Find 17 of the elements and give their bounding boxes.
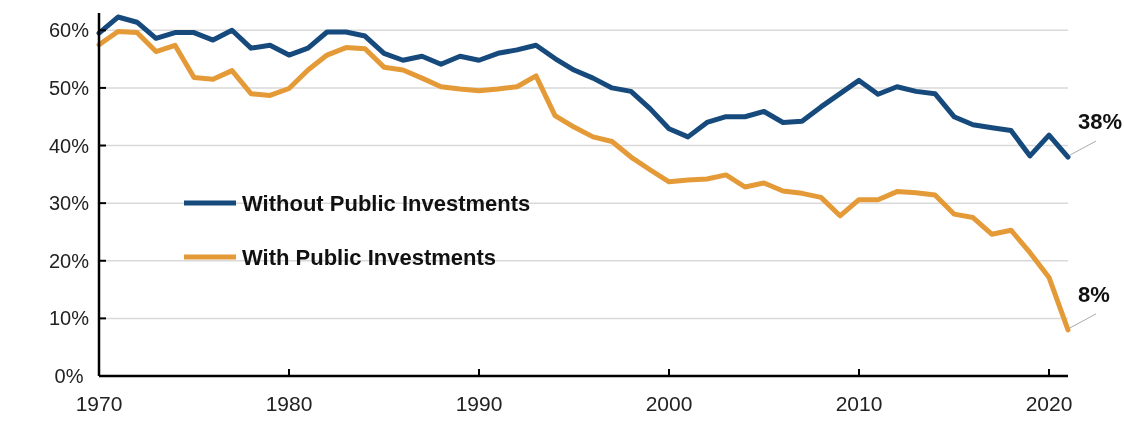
x-tick-label: 1980 [265,392,313,415]
legend-label: With Public Investments [242,244,497,270]
y-tick-label: 20% [48,249,90,272]
x-tick-label: 1990 [455,392,503,415]
x-tick-label: 2010 [835,392,883,415]
legend-label: Without Public Investments [242,190,531,216]
annotation: 38% [1078,109,1123,135]
y-tick-label: 10% [48,307,90,330]
x-tick-label: 1970 [75,392,123,415]
x-tick-label: 2020 [1025,392,1073,415]
y-tick-label: 0% [54,365,84,387]
y-tick-label: 30% [48,192,90,215]
y-tick-label: 40% [48,134,90,157]
y-tick-label: 50% [48,76,90,99]
annotation: 8% [1078,281,1110,307]
x-tick-label: 2000 [645,392,693,415]
y-tick-label: 60% [48,19,90,42]
